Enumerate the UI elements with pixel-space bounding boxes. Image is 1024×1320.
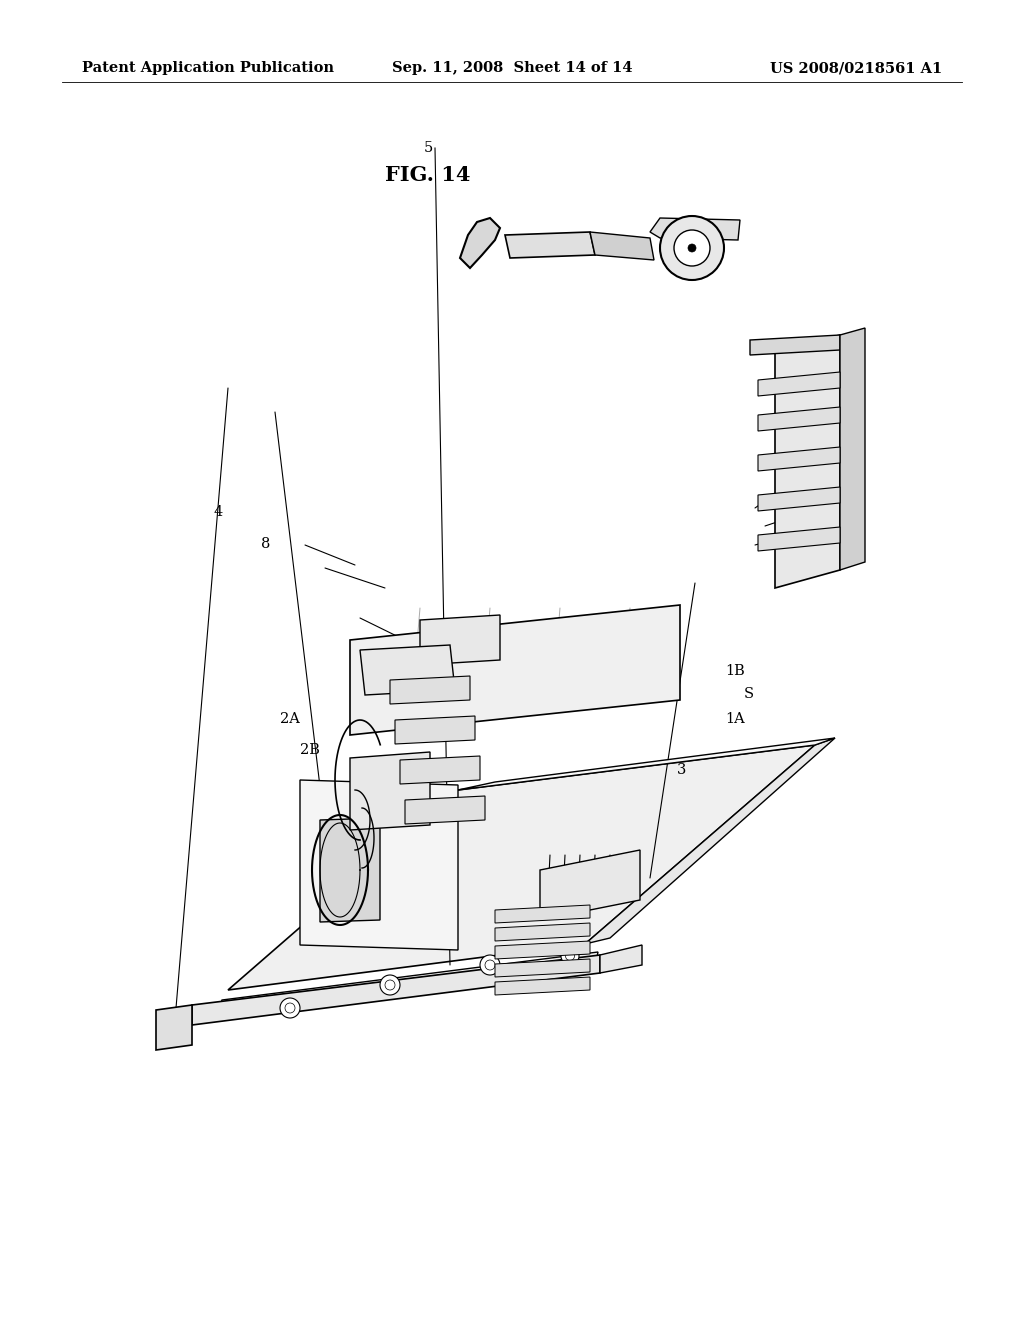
Circle shape bbox=[688, 244, 696, 252]
Text: 2A: 2A bbox=[280, 713, 300, 726]
Text: Sep. 11, 2008  Sheet 14 of 14: Sep. 11, 2008 Sheet 14 of 14 bbox=[392, 61, 632, 75]
Polygon shape bbox=[650, 218, 740, 240]
Circle shape bbox=[674, 230, 710, 267]
Text: 2B: 2B bbox=[300, 743, 321, 756]
Circle shape bbox=[285, 1003, 295, 1012]
Polygon shape bbox=[758, 527, 840, 550]
Polygon shape bbox=[758, 407, 840, 432]
Polygon shape bbox=[600, 945, 642, 973]
Polygon shape bbox=[495, 941, 590, 960]
Polygon shape bbox=[495, 906, 590, 923]
Polygon shape bbox=[300, 780, 458, 950]
Polygon shape bbox=[505, 232, 595, 257]
Circle shape bbox=[660, 216, 724, 280]
Text: US 2008/0218561 A1: US 2008/0218561 A1 bbox=[770, 61, 942, 75]
Polygon shape bbox=[585, 738, 835, 944]
Polygon shape bbox=[420, 615, 500, 665]
Text: FIG. 14: FIG. 14 bbox=[385, 165, 471, 185]
Polygon shape bbox=[758, 487, 840, 511]
Circle shape bbox=[565, 952, 574, 961]
Polygon shape bbox=[495, 923, 590, 941]
Polygon shape bbox=[395, 715, 475, 744]
Polygon shape bbox=[350, 605, 680, 735]
Circle shape bbox=[385, 979, 395, 990]
Text: 1A: 1A bbox=[725, 713, 745, 726]
Polygon shape bbox=[390, 676, 470, 704]
Polygon shape bbox=[750, 335, 840, 355]
Polygon shape bbox=[758, 447, 840, 471]
Text: 5: 5 bbox=[423, 141, 433, 154]
Circle shape bbox=[561, 946, 579, 965]
Polygon shape bbox=[406, 796, 485, 824]
Polygon shape bbox=[758, 372, 840, 396]
Polygon shape bbox=[319, 818, 380, 921]
Circle shape bbox=[380, 975, 400, 995]
Polygon shape bbox=[156, 1005, 193, 1049]
Polygon shape bbox=[495, 960, 590, 977]
Circle shape bbox=[280, 998, 300, 1018]
Polygon shape bbox=[495, 977, 590, 995]
Polygon shape bbox=[400, 756, 480, 784]
Polygon shape bbox=[460, 218, 500, 268]
Circle shape bbox=[480, 954, 500, 975]
Polygon shape bbox=[215, 952, 598, 1020]
Polygon shape bbox=[590, 232, 654, 260]
Circle shape bbox=[485, 960, 495, 970]
Text: 6: 6 bbox=[356, 849, 367, 862]
Polygon shape bbox=[840, 327, 865, 570]
Polygon shape bbox=[360, 645, 455, 696]
Text: 8: 8 bbox=[260, 537, 270, 550]
Polygon shape bbox=[350, 752, 430, 830]
Text: Patent Application Publication: Patent Application Publication bbox=[82, 61, 334, 75]
Text: 7: 7 bbox=[346, 809, 356, 822]
Text: 1B: 1B bbox=[725, 664, 745, 677]
Polygon shape bbox=[228, 744, 815, 990]
Polygon shape bbox=[540, 850, 640, 920]
Text: 3: 3 bbox=[677, 763, 687, 776]
Polygon shape bbox=[458, 738, 835, 789]
Text: 4: 4 bbox=[213, 506, 223, 519]
Polygon shape bbox=[193, 954, 600, 1026]
Polygon shape bbox=[775, 335, 840, 587]
Text: S: S bbox=[743, 688, 754, 701]
